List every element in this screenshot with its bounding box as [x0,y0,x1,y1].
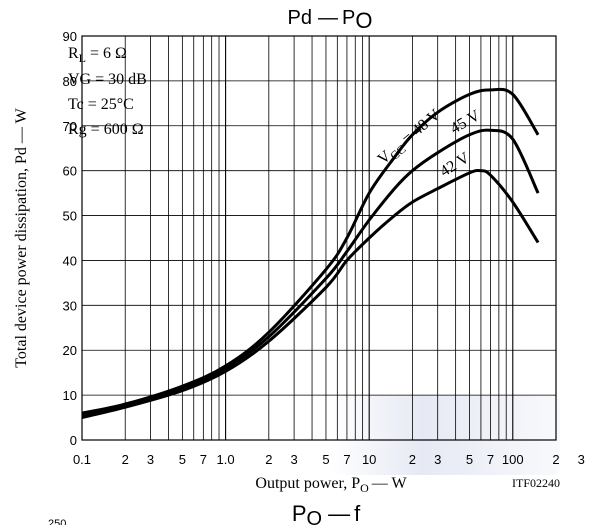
x-tick-label: 3 [147,452,154,467]
condition-line-1: RL = 6 Ω [68,45,127,65]
x-tick-label: 7 [343,452,350,467]
x-tick-label: 3 [434,452,441,467]
y-tick-label: 70 [63,119,77,134]
y-tick-label: 0 [70,433,77,448]
x-tick-label: 10 [362,452,376,467]
series-label-42v: 42 V [437,149,473,180]
plot-frame [81,35,557,441]
series-line-1 [81,128,540,417]
x-tick-label: 2 [265,452,272,467]
x-tick-label: 100 [502,452,524,467]
title-sub: P [342,7,355,29]
figure-code: ITF02240 [512,476,560,490]
x-tick-label: 7 [200,452,207,467]
next-title-index: O [307,508,323,525]
x-ticks: 0.1 2 3 5 7 1.0 2 3 5 7 10 2 3 5 7 100 2 3 [73,452,585,467]
condition-rl-tail: = 6 Ω [86,45,127,62]
x-axis-label-main: Output power, P [255,475,360,492]
series-line-0 [81,87,540,415]
y-tick-label: 30 [63,298,77,313]
condition-line-2: VG = 30 dB [68,71,147,88]
series-label-48v: VCC = 48 V [375,106,446,170]
x-tick-label: 0.1 [73,452,91,467]
y-tick-label: 50 [63,209,77,224]
y-ticks: 0 10 20 30 40 50 60 70 80 90 [63,29,77,448]
x-tick-label: 5 [322,452,329,467]
chart-title: Pd — PO [288,7,373,33]
series-label-48v-tail: = 48 V [396,106,444,150]
x-tick-label: 2 [409,452,416,467]
x-tick-label: 3 [578,452,585,467]
next-chart-tick: 250 [48,518,66,525]
next-chart-title: PO — f [292,501,361,525]
condition-rl-main: R [68,45,79,62]
series-line-2 [81,168,540,420]
next-title-main: P [292,501,307,525]
condition-line-4: Rg = 600 Ω [68,121,144,138]
condition-rl-index: L [79,51,86,65]
y-tick-label: 60 [63,164,77,179]
x-tick-label: 7 [487,452,494,467]
watermark-shape [330,395,560,475]
title-sub-index: O [355,8,372,33]
grid [82,36,556,440]
x-tick-label: 2 [122,452,129,467]
x-tick-label: 2 [552,452,559,467]
y-tick-label: 10 [63,388,77,403]
x-axis-label-tail: — W [371,475,408,492]
next-title-tail: f [354,501,361,525]
x-tick-label: 5 [179,452,186,467]
y-tick-label: 20 [63,343,77,358]
title-main: Pd [288,7,312,29]
series-lines [81,87,540,420]
x-tick-label: 5 [466,452,473,467]
conditions-box: RL = 6 Ω VG = 30 dB Tc = 25°C Rg = 600 Ω [68,45,147,138]
condition-line-3: Tc = 25°C [68,96,134,113]
y-axis-label: Total device power dissipation, Pd — W [13,107,30,367]
y-tick-label: 40 [63,253,77,268]
y-tick-label: 90 [63,29,77,44]
x-tick-label: 3 [290,452,297,467]
y-tick-label: 80 [63,74,77,89]
svg-text:Pd—PO: Pd — PO [288,7,373,33]
x-axis-label-index: O [360,481,369,495]
x-tick-label: 1.0 [217,452,235,467]
x-axis-label: Output power, PO — W [255,475,407,495]
